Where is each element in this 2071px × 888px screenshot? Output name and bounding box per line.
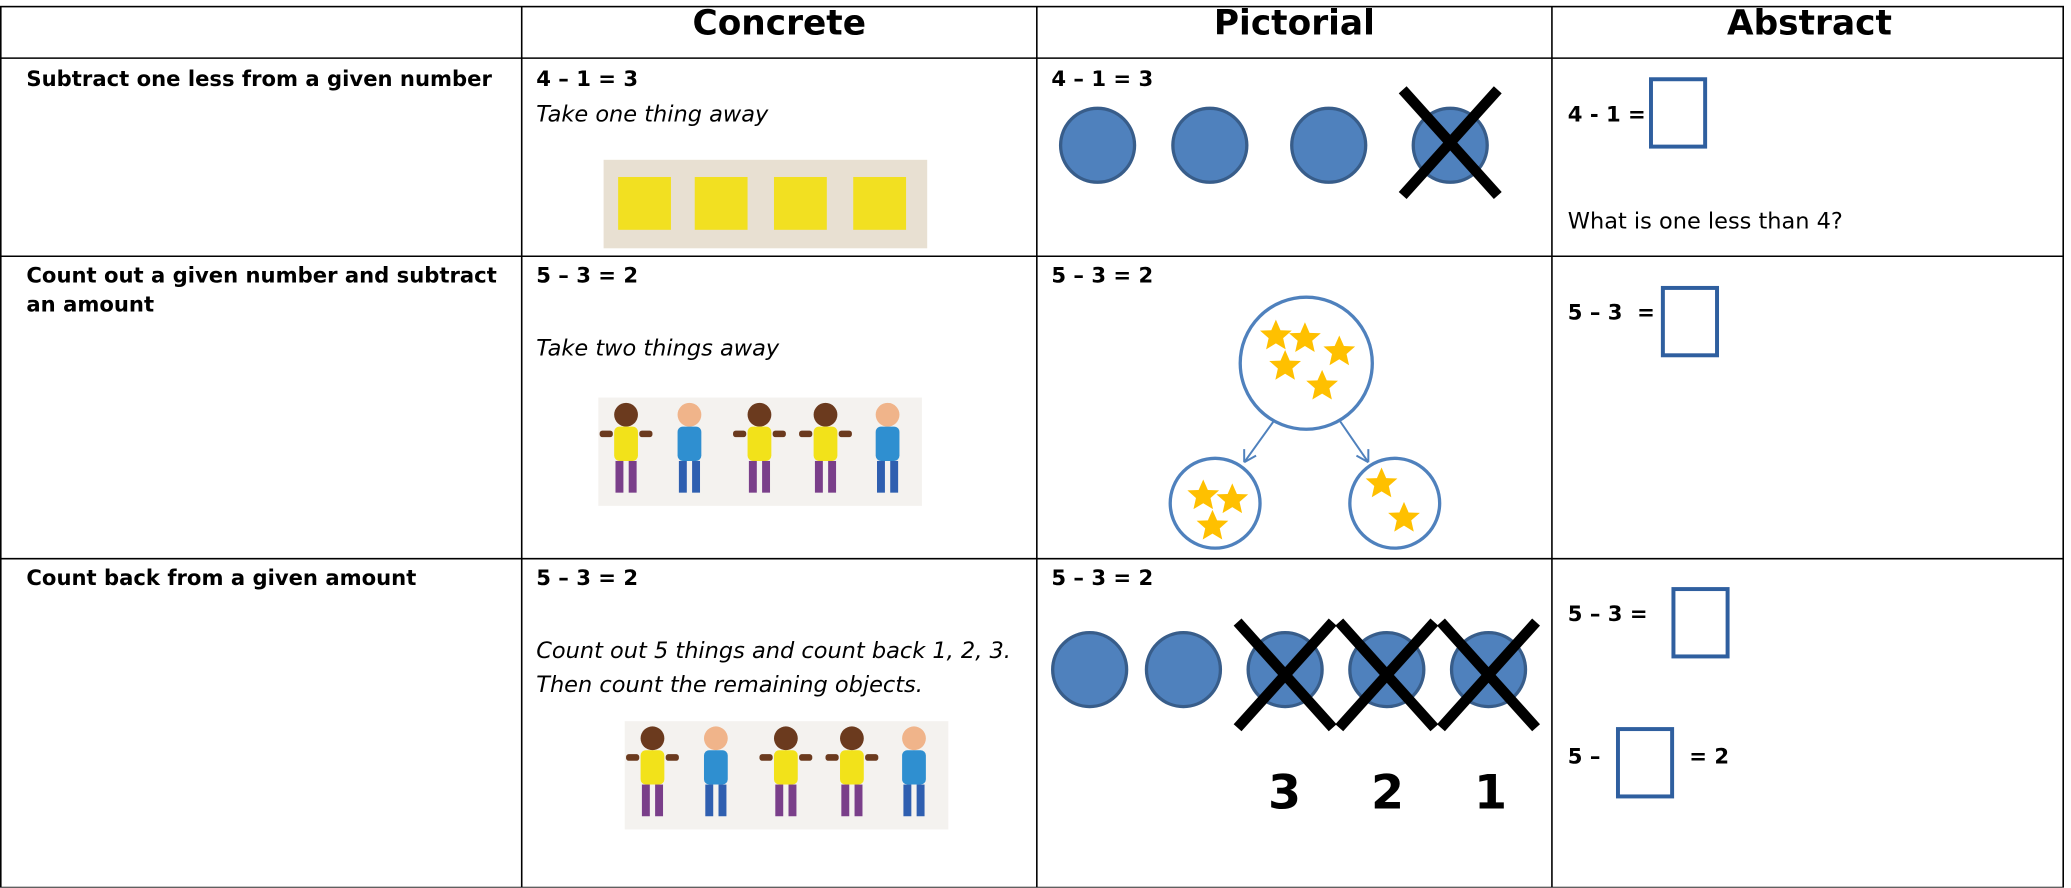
part-whole: [1168, 295, 1442, 550]
equation: 5 – 3 = 2: [1051, 262, 1154, 288]
equation: 5 – 3 = 2: [536, 565, 639, 591]
equation: 5 – 3 =: [1567, 299, 1655, 325]
grid: [0, 5, 2064, 888]
equation: 4 – 1 = 3: [1051, 66, 1154, 92]
equation: 5 – 3 = 2: [1051, 565, 1154, 591]
equation: = 2: [1689, 743, 1730, 769]
figures-photo: [598, 397, 949, 830]
equation: 4 – 1 = 3: [536, 66, 639, 92]
answer-boxes: [1615, 77, 1730, 799]
equation: 5 –: [1567, 743, 1601, 769]
equation: 4 - 1 =: [1567, 101, 1646, 127]
cubes-photo: [603, 159, 928, 249]
header-cell: Concrete: [692, 3, 867, 44]
question: What is one less than 4?: [1567, 208, 1843, 236]
row-label: Count back from a given amount: [26, 565, 417, 591]
equation: 5 – 3 = 2: [536, 262, 639, 288]
caption: Take two things away: [536, 335, 780, 362]
count-number: 3: [1267, 766, 1302, 821]
count-number: 2: [1370, 766, 1405, 821]
row-label: Count out a given number and subtract an…: [26, 262, 497, 317]
header-cell: Pictorial: [1213, 3, 1375, 44]
caption: Take one thing away: [536, 101, 769, 129]
caption: Count out 5 things and count back 1, 2, …: [536, 637, 1011, 699]
equation: 5 – 3 =: [1567, 600, 1648, 627]
row-label: Subtract one less from a given number: [26, 66, 492, 92]
count-number: 1: [1474, 766, 1508, 821]
header-cell: Abstract: [1727, 3, 1892, 44]
